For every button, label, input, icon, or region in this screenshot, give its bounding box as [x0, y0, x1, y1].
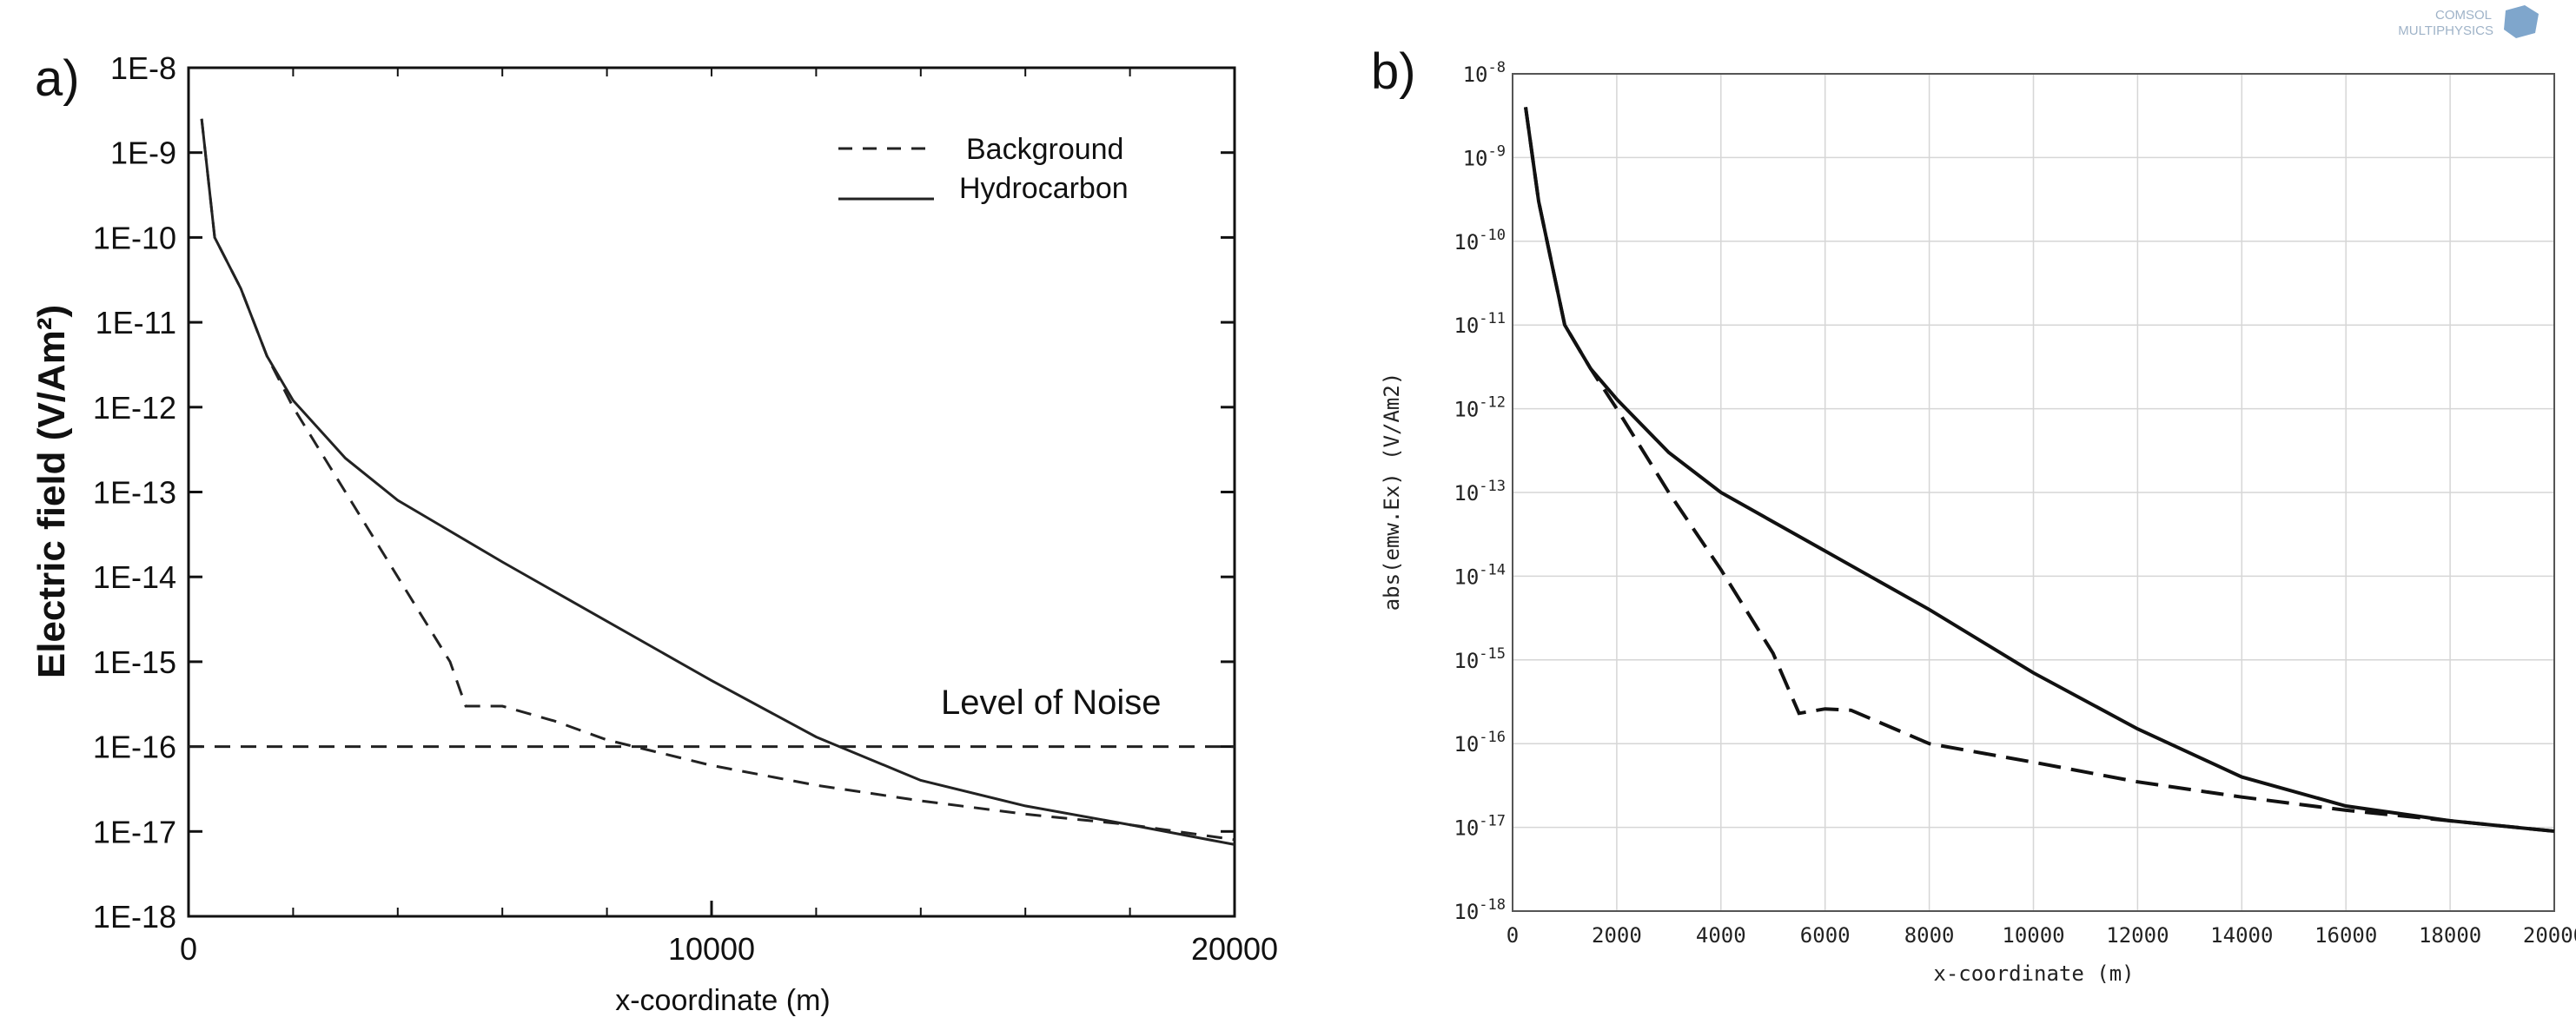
series-hydrocarbon-line	[200, 118, 1235, 846]
y-tick-label: 1E-11	[96, 305, 176, 340]
y-tick-label: 1E-18	[93, 899, 176, 935]
comsol-logo-icon	[2504, 5, 2539, 38]
y-tick-exponent: -18	[1479, 896, 1506, 914]
y-tick-label: 1E-17	[93, 814, 176, 849]
x-tick-label: 14000	[2210, 923, 2273, 948]
panel-b-grid	[1512, 73, 2555, 912]
y-tick-label: 10-16	[1454, 729, 1506, 756]
panel-a-y-axis-label: Electric field (V/Am²)	[30, 305, 73, 678]
panel-b-dashed-series-line	[1524, 107, 2555, 833]
y-tick-label: 10-15	[1454, 645, 1506, 673]
y-tick-label: 10-11	[1454, 310, 1506, 338]
comsol-logo-text: COMSOL	[2435, 8, 2492, 23]
x-tick-label: 2000	[1592, 923, 1642, 948]
x-tick-label: 8000	[1904, 923, 1955, 948]
y-tick-base: 10	[1454, 732, 1479, 756]
panel-b-chart: b) COMSOL MULTIPHYSICS 10-1810-1710-1610…	[1371, 5, 2576, 986]
y-tick-exponent: -11	[1479, 310, 1506, 327]
panel-a-label: a)	[35, 50, 80, 107]
x-tick-label: 12000	[2106, 923, 2169, 948]
x-tick-label: 10000	[2002, 923, 2064, 948]
y-tick-base: 10	[1454, 314, 1479, 338]
y-tick-exponent: -16	[1479, 729, 1506, 746]
y-tick-label: 10-17	[1454, 813, 1506, 841]
y-tick-label: 1E-10	[93, 220, 176, 255]
y-tick-base: 10	[1463, 146, 1488, 170]
x-tick-label: 0	[180, 931, 197, 967]
series-background-line	[200, 118, 1235, 842]
comsol-logo: COMSOL MULTIPHYSICS	[2398, 5, 2539, 38]
y-tick-base: 10	[1454, 900, 1479, 924]
panel-a-x-axis-label: x-coordinate (m)	[615, 984, 831, 1017]
y-tick-base: 10	[1454, 649, 1479, 673]
y-tick-label: 1E-12	[93, 390, 176, 426]
x-tick-label: 18000	[2419, 923, 2481, 948]
x-tick-label: 4000	[1696, 923, 1746, 948]
y-tick-base: 10	[1454, 816, 1479, 841]
y-tick-label: 10-9	[1463, 142, 1506, 170]
panel-a-legend: Background Hydrocarbon	[838, 133, 1129, 205]
y-tick-label: 1E-16	[93, 730, 176, 765]
panel-b-y-tick-labels: 10-1810-1710-1610-1510-1410-1310-1210-11…	[1454, 59, 1506, 924]
y-tick-label: 10-12	[1454, 394, 1506, 422]
y-tick-base: 10	[1454, 398, 1479, 422]
y-tick-label: 10-14	[1454, 561, 1506, 589]
x-tick-label: 0	[1507, 923, 1519, 948]
y-tick-label: 10-13	[1454, 478, 1506, 505]
y-tick-label: 10-8	[1463, 59, 1506, 87]
y-tick-base: 10	[1463, 63, 1488, 87]
y-tick-base: 10	[1454, 230, 1479, 254]
x-tick-label: 10000	[668, 931, 755, 967]
y-tick-exponent: -14	[1479, 561, 1506, 578]
y-tick-exponent: -13	[1479, 478, 1506, 495]
comsol-logo-subtext: MULTIPHYSICS	[2398, 23, 2493, 38]
panel-b-x-axis-label: x-coordinate (m)	[1933, 961, 2134, 986]
panel-a-y-tick-labels: 1E-18 1E-17 1E-16 1E-15 1E-14 1E-13 1E-12 1E-11…	[93, 50, 176, 935]
panel-b-label: b)	[1371, 43, 1416, 100]
legend-background-label: Background	[966, 133, 1123, 166]
y-tick-label: 1E-13	[93, 475, 176, 511]
panel-a-chart: a) 1E-181E-171E-161E-151E-141E-131E-121E…	[30, 50, 1278, 1017]
y-tick-label: 1E-15	[93, 644, 176, 680]
y-tick-exponent: -15	[1479, 645, 1506, 663]
y-tick-exponent: -12	[1479, 394, 1506, 412]
y-tick-exponent: -8	[1488, 59, 1506, 76]
y-tick-base: 10	[1454, 481, 1479, 505]
y-tick-label: 10-10	[1454, 227, 1506, 254]
y-tick-label: 1E-14	[93, 559, 176, 595]
legend-hydrocarbon-label: Hydrocarbon	[959, 172, 1129, 205]
panel-b-x-tick-labels: 0 2000 4000 6000 8000 10000 12000 14000 16000 180…	[1507, 923, 2576, 948]
x-tick-label: 20000	[1191, 931, 1278, 967]
panel-b-y-axis-label: abs(emw.Ex) (V/Am2)	[1380, 373, 1404, 611]
y-tick-label: 10-18	[1454, 896, 1506, 924]
panel-a-x-tick-labels: 0 10000 20000	[180, 931, 1278, 967]
y-tick-exponent: -9	[1488, 142, 1506, 160]
panel-a-ticks	[187, 66, 1236, 918]
x-tick-label: 6000	[1800, 923, 1851, 948]
panel-b-plot-frame	[1512, 73, 2555, 912]
x-tick-label: 20000	[2523, 923, 2576, 948]
panel-b-solid-series-line	[1524, 107, 2555, 833]
y-tick-exponent: -10	[1479, 227, 1506, 244]
x-tick-label: 16000	[2314, 923, 2377, 948]
y-tick-label: 1E-8	[110, 50, 176, 86]
noise-level-label: Level of Noise	[941, 684, 1161, 722]
y-tick-base: 10	[1454, 565, 1479, 589]
y-tick-label: 1E-9	[110, 135, 176, 171]
y-tick-exponent: -17	[1479, 813, 1506, 830]
